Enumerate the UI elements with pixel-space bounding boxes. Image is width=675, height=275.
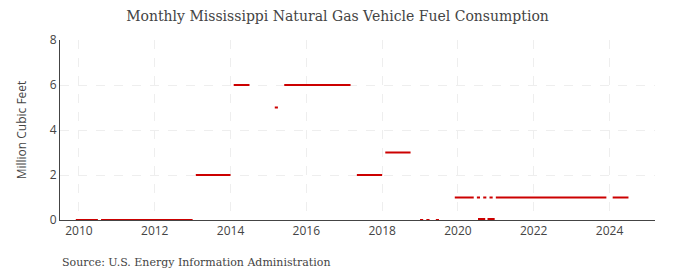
svg-text:2014: 2014 — [217, 222, 245, 239]
svg-text:2012: 2012 — [141, 222, 169, 239]
svg-text:2010: 2010 — [65, 222, 93, 239]
svg-text:0: 0 — [50, 211, 57, 228]
svg-text:4: 4 — [50, 121, 57, 138]
svg-text:2: 2 — [50, 166, 57, 183]
svg-text:Source: U.S. Energy Informatio: Source: U.S. Energy Information Administ… — [62, 256, 330, 269]
svg-text:Monthly Mississippi Natural Ga: Monthly Mississippi Natural Gas Vehicle … — [126, 8, 549, 24]
svg-text:6: 6 — [50, 76, 57, 93]
svg-text:2018: 2018 — [368, 222, 396, 239]
svg-text:2020: 2020 — [444, 222, 472, 239]
svg-text:2024: 2024 — [596, 222, 624, 239]
svg-text:8: 8 — [50, 31, 57, 48]
svg-text:2016: 2016 — [293, 222, 321, 239]
svg-text:Million Cubic Feet: Million Cubic Feet — [13, 81, 30, 180]
svg-text:2022: 2022 — [520, 222, 548, 239]
